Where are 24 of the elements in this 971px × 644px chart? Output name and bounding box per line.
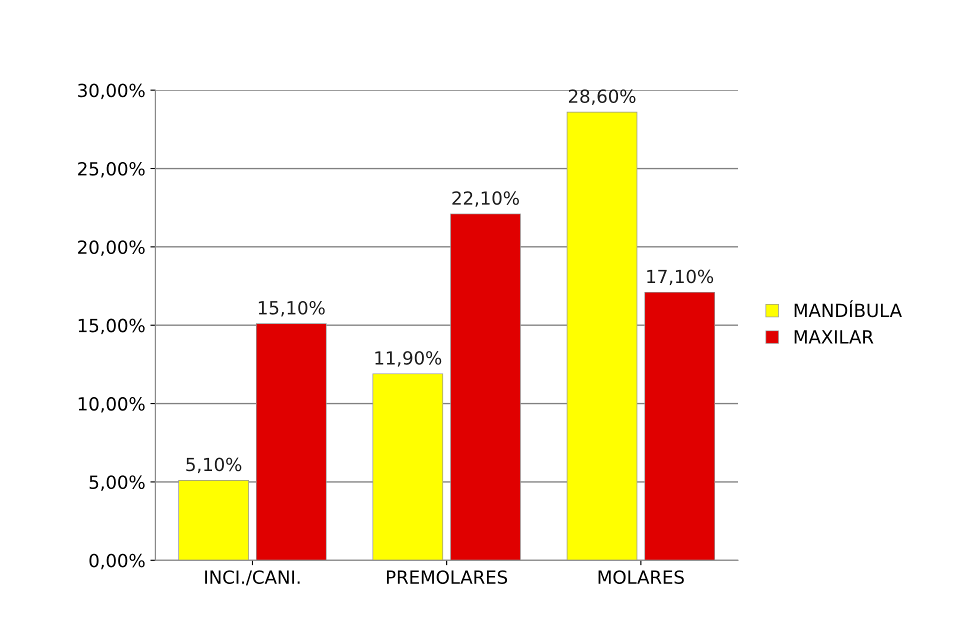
legend-label: MANDÍBULA xyxy=(794,300,902,318)
y-tick-label: 5,00% xyxy=(90,475,145,491)
legend-label: MAXILAR xyxy=(794,330,874,344)
data-label: 11,90% xyxy=(375,351,442,367)
data-label: 28,60% xyxy=(568,89,636,105)
data-label: 22,10% xyxy=(452,191,519,207)
y-tick-label: 30,00% xyxy=(78,84,145,100)
y-tick-label: 25,00% xyxy=(78,162,145,178)
data-label: 17,10% xyxy=(647,270,714,286)
bar xyxy=(178,480,249,560)
y-tick-label: 0,00% xyxy=(89,554,145,570)
y-tick-label: 15,00% xyxy=(78,318,145,334)
y-tick-label: 20,00% xyxy=(78,240,145,256)
y-tick-label: 10,00% xyxy=(78,397,145,413)
bar xyxy=(372,373,444,560)
x-tick-label: MOLARES xyxy=(598,570,684,584)
bar xyxy=(644,292,716,560)
x-tick-label: INCI./CANI. xyxy=(205,570,300,586)
x-tick-label: PREMOLARES xyxy=(387,570,508,584)
data-label: 15,10% xyxy=(258,300,325,316)
bar xyxy=(450,214,521,560)
bar xyxy=(256,323,327,560)
data-label: 5,10% xyxy=(186,458,242,474)
bar xyxy=(566,112,638,560)
